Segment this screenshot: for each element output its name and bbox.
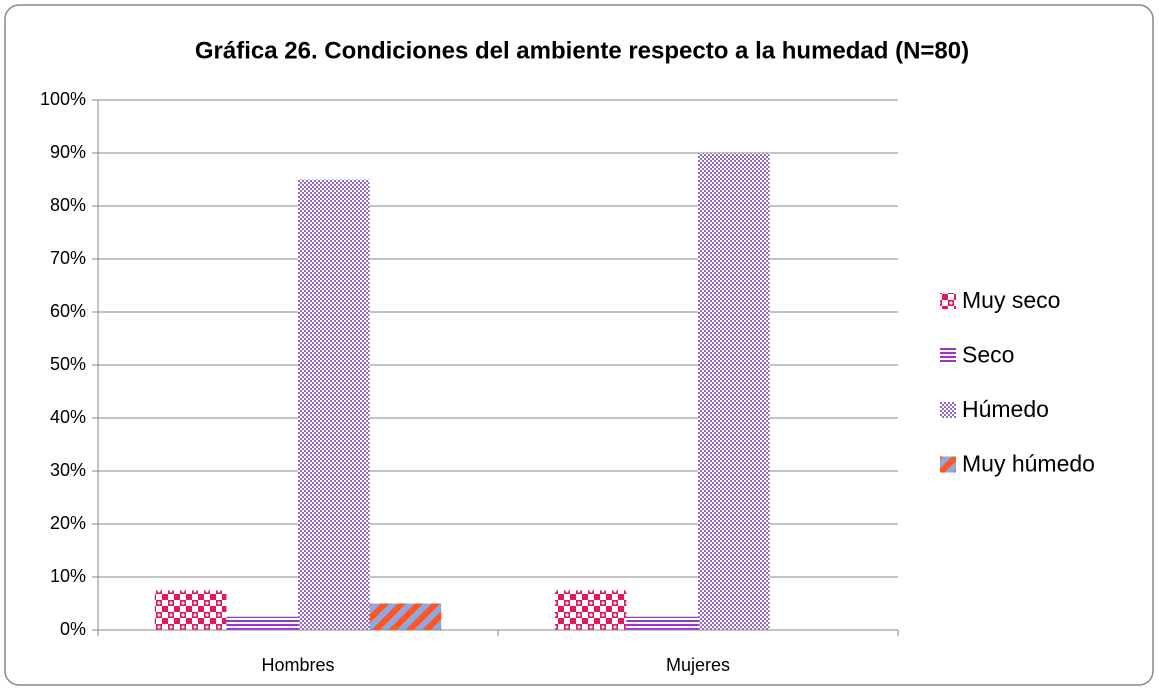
y-tick-label: 60% xyxy=(50,301,86,321)
bar xyxy=(154,590,227,630)
bar xyxy=(626,616,698,630)
legend-label: Seco xyxy=(962,342,1014,368)
legend-label: Húmedo xyxy=(962,396,1049,422)
y-tick-label: 20% xyxy=(50,513,86,533)
bar xyxy=(369,603,442,630)
y-tick-label: 70% xyxy=(50,248,86,268)
x-tick-label: Mujeres xyxy=(666,655,730,675)
chart-title: Gráfica 26. Condiciones del ambiente res… xyxy=(195,37,969,64)
bar xyxy=(554,590,627,630)
legend-swatch xyxy=(940,293,956,309)
chart-frame xyxy=(4,4,1154,686)
y-tick-label: 30% xyxy=(50,460,86,480)
legend-label: Muy húmedo xyxy=(962,451,1095,477)
y-tick-label: 40% xyxy=(50,407,86,427)
y-tick-label: 10% xyxy=(50,566,86,586)
legend-swatch xyxy=(940,456,956,473)
legend-swatch xyxy=(940,402,956,418)
bar xyxy=(226,616,298,630)
legend-swatch xyxy=(940,347,956,364)
legend-label: Muy seco xyxy=(962,287,1060,313)
y-tick-label: 0% xyxy=(60,619,86,639)
y-tick-label: 50% xyxy=(50,354,86,374)
y-tick-label: 100% xyxy=(40,89,86,109)
bar xyxy=(298,179,370,630)
y-tick-label: 80% xyxy=(50,195,86,215)
x-tick-label: Hombres xyxy=(261,655,334,675)
y-tick-label: 90% xyxy=(50,142,86,162)
bar xyxy=(698,153,770,630)
